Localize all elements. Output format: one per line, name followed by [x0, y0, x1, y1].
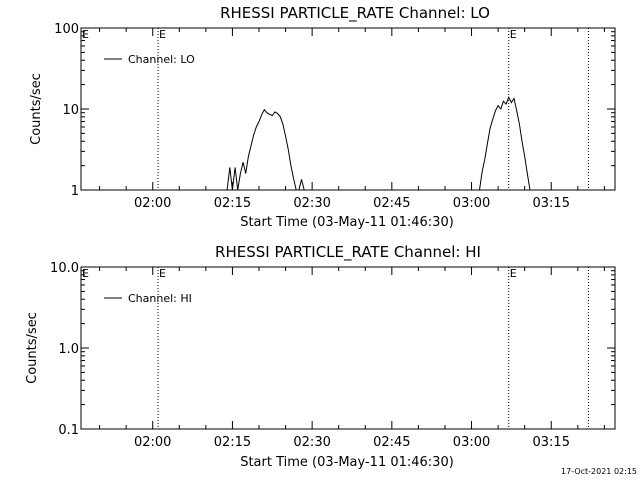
x-tick-label: 02:00 — [134, 435, 171, 450]
chart-title: RHESSI PARTICLE_RATE Channel: HI — [215, 243, 481, 262]
x-tick-label: 02:15 — [214, 196, 251, 211]
event-markers: E EE — [82, 28, 589, 190]
series-line — [226, 108, 297, 191]
x-axis-label: Start Time (03-May-11 01:46:30) — [240, 455, 454, 470]
y-tick-label: 100 — [54, 22, 79, 37]
x-tick-label: 02:45 — [373, 196, 410, 211]
series-line — [479, 95, 531, 191]
legend-label: Channel: HI — [128, 292, 192, 305]
x-tick-label: 02:15 — [214, 435, 251, 450]
x-tick-label: 03:15 — [533, 435, 570, 450]
event-marker-label: E — [510, 267, 517, 280]
event-marker-label: E — [82, 28, 89, 41]
x-tick-label: 03:00 — [453, 435, 490, 450]
axis-ticks: 02:00 02:15 02:30 02:45 03:00 03:15 1 10 100 — [54, 22, 615, 211]
generation-timestamp: 17-Oct-2021 02:15 — [561, 467, 637, 476]
y-tick-label: 10 — [62, 103, 79, 118]
panel-hi: RHESSI PARTICLE_RATE Channel: HI Counts/… — [25, 243, 616, 470]
event-markers: E EE — [82, 267, 589, 429]
x-tick-label: 02:30 — [293, 435, 330, 450]
event-marker-label: E — [159, 267, 166, 280]
y-tick-label: 1 — [71, 184, 79, 199]
series-line — [298, 179, 305, 191]
x-tick-label: 03:00 — [453, 196, 490, 211]
event-marker-label: E — [159, 28, 166, 41]
x-tick-label: 02:00 — [134, 196, 171, 211]
panel-lo: RHESSI PARTICLE_RATE Channel: LO Counts/… — [29, 4, 616, 230]
chart-title: RHESSI PARTICLE_RATE Channel: LO — [220, 4, 490, 23]
series-lines — [226, 95, 531, 191]
x-tick-label: 03:15 — [533, 196, 570, 211]
y-tick-label: 10.0 — [50, 261, 79, 276]
y-tick-label: 0.1 — [58, 423, 79, 438]
x-axis-label: Start Time (03-May-11 01:46:30) — [240, 215, 454, 230]
x-tick-label: 02:30 — [293, 196, 330, 211]
event-marker-label: E — [510, 28, 517, 41]
axis-ticks: 02:00 02:15 02:30 02:45 03:00 03:15 0.1 1.0 10.0 — [50, 261, 615, 450]
x-tick-label: 02:45 — [373, 435, 410, 450]
y-axis-label: Counts/sec — [25, 312, 40, 384]
event-marker-label: E — [82, 267, 89, 280]
legend-label: Channel: LO — [128, 53, 195, 66]
y-tick-label: 1.0 — [58, 342, 79, 357]
y-axis-label: Counts/sec — [29, 73, 44, 145]
